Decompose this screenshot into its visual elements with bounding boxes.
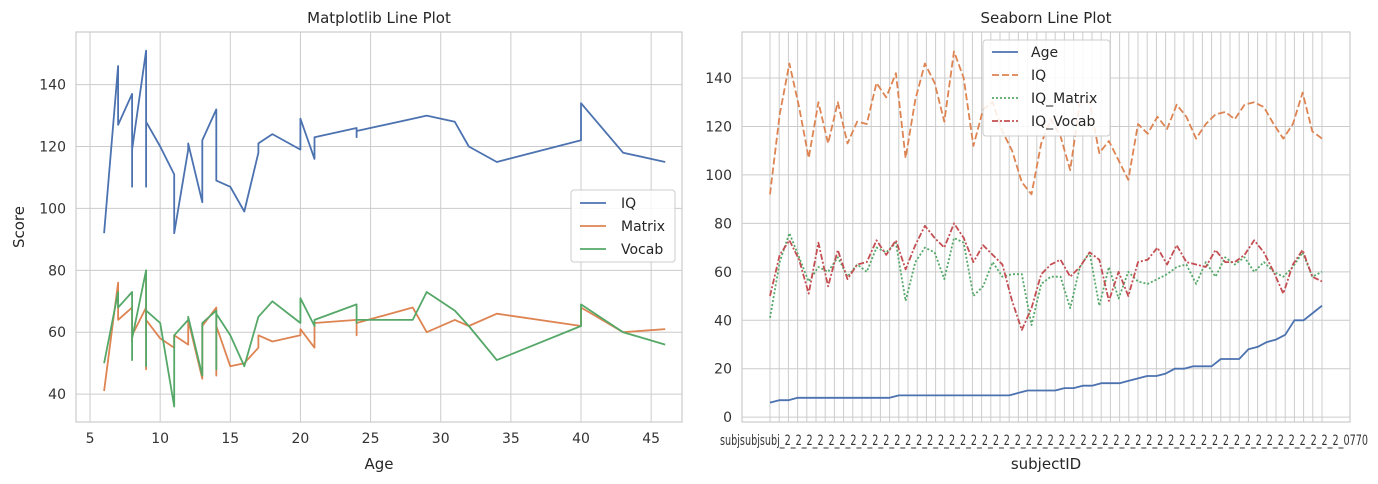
x-tick-label: 40 xyxy=(572,431,590,447)
legend-label-iq-right: IQ xyxy=(1031,68,1046,84)
grid-left xyxy=(76,32,682,422)
y-tick-label: 60 xyxy=(714,265,732,281)
y-tick-label: 40 xyxy=(714,313,732,329)
tick-labels-right: 0 20 40 60 80 100 120 140 xyxy=(705,71,732,426)
y-tick-label: 40 xyxy=(48,387,66,403)
legend-label-age: Age xyxy=(1031,45,1058,61)
y-tick-label: 80 xyxy=(714,216,732,232)
y-tick-label: 120 xyxy=(705,119,732,135)
x-axis-label-right: subjectID xyxy=(1011,455,1081,473)
series-lines-left xyxy=(103,49,666,408)
series-line-iq xyxy=(769,50,1323,196)
y-tick-label: 100 xyxy=(705,168,732,184)
x-tick-label: 20 xyxy=(292,431,310,447)
y-tick-label: 140 xyxy=(705,71,732,87)
legend-left: IQ Matrix Vocab xyxy=(570,189,676,263)
legend-label-iq: IQ xyxy=(621,196,636,212)
x-tick-label: 35 xyxy=(502,431,520,447)
x-tick-labels-overlapping: subjsubjsubj_2_2_2_2_2_2_2_2_2_2_2_2_2_2… xyxy=(720,433,1368,449)
legend-frame-right xyxy=(982,39,1111,137)
x-tick-label: 5 xyxy=(86,431,95,447)
series-line-iq-vocab xyxy=(769,222,1323,331)
y-tick-label: 80 xyxy=(48,263,66,279)
chart-title-right: Seaborn Line Plot xyxy=(980,9,1111,27)
legend-frame-left xyxy=(570,189,676,263)
legend-label-vocab: Vocab xyxy=(621,242,663,258)
y-tick-label: 0 xyxy=(723,410,732,426)
series-line-iq xyxy=(103,49,666,235)
seaborn-chart: 0 20 40 60 80 100 120 140 subjsubjsubj_2_2_2_2_… xyxy=(705,9,1368,473)
x-tick-label: 25 xyxy=(362,431,380,447)
matplotlib-chart: 5 10 15 20 25 30 35 40 45 40 60 80 100 120 140 Matplot… xyxy=(10,9,683,473)
x-tick-label: 30 xyxy=(432,431,450,447)
x-axis-label-left: Age xyxy=(364,455,393,473)
y-tick-label: 20 xyxy=(714,362,732,378)
y-tick-label: 140 xyxy=(39,78,66,94)
series-lines-right xyxy=(769,50,1323,404)
legend-label-matrix: Matrix xyxy=(621,219,665,235)
x-tick-label: 10 xyxy=(151,431,169,447)
x-tick-label: 45 xyxy=(642,431,660,447)
legend-right: Age IQ IQ_Matrix IQ_Vocab xyxy=(982,39,1111,137)
y-tick-label: 120 xyxy=(39,140,66,156)
series-line-vocab xyxy=(103,269,666,408)
tick-labels-left: 5 10 15 20 25 30 35 40 45 40 60 80 100 120 140 xyxy=(39,78,660,447)
y-axis-label-left: Score xyxy=(10,206,28,248)
legend-label-iq-vocab: IQ_Vocab xyxy=(1031,114,1095,130)
chart-title-left: Matplotlib Line Plot xyxy=(307,9,451,27)
y-tick-label: 60 xyxy=(48,325,66,341)
y-tick-label: 100 xyxy=(39,201,66,217)
series-line-iq-matrix xyxy=(769,232,1323,327)
series-line-age xyxy=(769,304,1323,404)
x-tick-label: 15 xyxy=(221,431,239,447)
legend-label-iq-matrix: IQ_Matrix xyxy=(1031,91,1097,107)
